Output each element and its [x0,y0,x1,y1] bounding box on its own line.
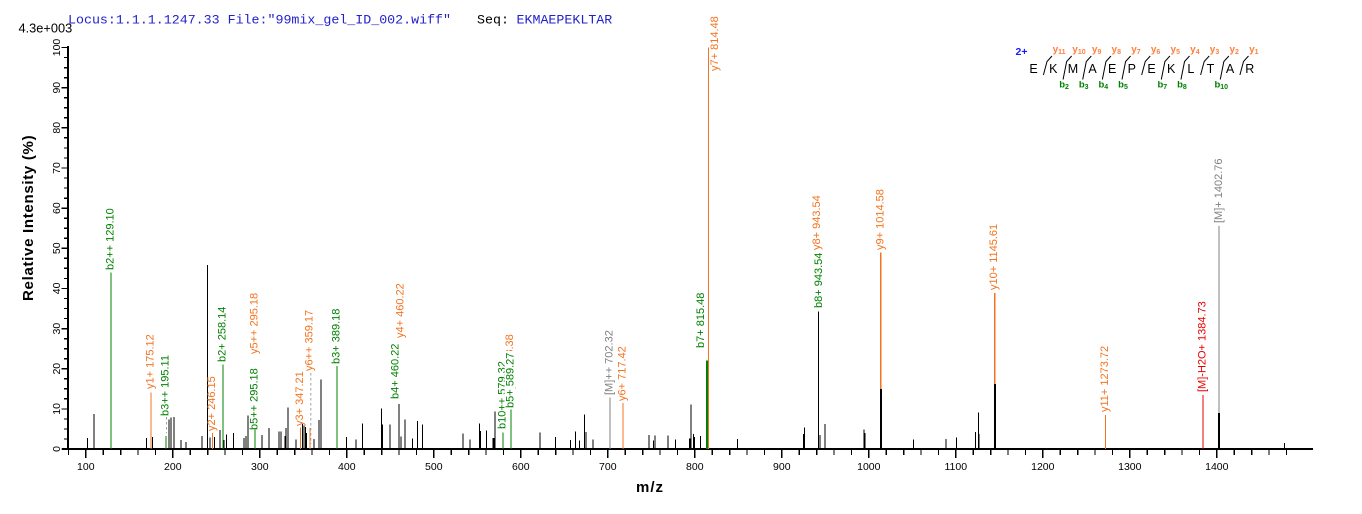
svg-text:y3: y3 [1210,45,1220,57]
svg-text:[M]++ 702.32: [M]++ 702.32 [603,330,615,395]
svg-text:y4+ 460.22: y4+ 460.22 [395,283,407,338]
svg-text:m/z: m/z [636,479,664,496]
svg-text:y8: y8 [1112,45,1122,57]
svg-text:1300: 1300 [1118,461,1142,473]
svg-text:700: 700 [599,461,617,473]
svg-text:y6: y6 [1151,45,1161,57]
svg-text:50: 50 [51,242,63,254]
svg-text:y6++ 359.17: y6++ 359.17 [303,310,315,371]
svg-text:500: 500 [425,461,443,473]
svg-text:300: 300 [251,461,269,473]
svg-text:b4+ 460.22: b4+ 460.22 [390,344,402,399]
svg-text:E: E [1029,62,1037,76]
svg-text:b5++ 295.18: b5++ 295.18 [248,368,260,430]
svg-text:y11+ 1273.72: y11+ 1273.72 [1099,346,1111,412]
svg-text:b7: b7 [1157,80,1167,92]
svg-text:b3: b3 [1079,80,1089,92]
svg-text:b10: b10 [1214,80,1228,92]
svg-text:100: 100 [51,39,63,57]
svg-text:b2++ 129.10: b2++ 129.10 [105,208,117,270]
svg-text:b2: b2 [1059,80,1069,92]
svg-text:y3+ 347.21: y3+ 347.21 [294,371,306,426]
svg-text:y9+ 1014.58: y9+ 1014.58 [874,189,886,250]
svg-text:0: 0 [51,446,63,452]
svg-text:y6+ 717.42: y6+ 717.42 [616,346,628,401]
svg-text:[M]-H2O+ 1384.73: [M]-H2O+ 1384.73 [1197,301,1209,392]
svg-text:1100: 1100 [945,461,968,473]
svg-text:b3+ 389.18: b3+ 389.18 [330,309,342,364]
svg-text:E: E [1108,62,1116,76]
svg-text:E: E [1147,62,1155,76]
svg-text:Relative Intensity (%): Relative Intensity (%) [20,135,37,301]
svg-text:400: 400 [338,461,356,473]
svg-text:[M]+ 1402.76: [M]+ 1402.76 [1213,158,1225,223]
svg-text:L: L [1187,62,1194,76]
svg-text:2+: 2+ [1016,46,1028,58]
svg-text:y4: y4 [1190,45,1200,57]
svg-text:90: 90 [51,82,63,94]
svg-text:y5: y5 [1171,45,1181,57]
svg-text:y7: y7 [1131,45,1141,57]
svg-text:800: 800 [686,461,704,473]
svg-text:y1: y1 [1249,45,1259,57]
svg-text:30: 30 [51,323,63,335]
svg-text:y2+ 246.15: y2+ 246.15 [206,376,218,431]
svg-text:b5+ 589.27: b5+ 589.27 [504,353,516,408]
svg-text:b8: b8 [1177,80,1187,92]
svg-text:1400: 1400 [1205,461,1229,473]
svg-text:b8+ 943.54: b8+ 943.54 [813,253,825,308]
svg-text:20: 20 [51,363,63,375]
svg-text:80: 80 [51,122,63,134]
svg-text:A: A [1226,62,1235,76]
svg-text:Seq:: Seq: [477,13,509,28]
svg-text:y2: y2 [1229,45,1239,57]
svg-text:y11: y11 [1053,45,1066,57]
svg-text:b7+ 815.48: b7+ 815.48 [695,293,707,348]
svg-text:EKMAEPEKLTAR: EKMAEPEKLTAR [517,13,613,28]
svg-text:R: R [1245,62,1254,76]
svg-text:100: 100 [77,461,95,473]
svg-text:y5++ 295.18: y5++ 295.18 [248,293,260,354]
svg-text:K: K [1167,62,1176,76]
svg-text:y8+ 943.54: y8+ 943.54 [811,195,823,250]
svg-text:b2+ 258.14: b2+ 258.14 [216,307,228,362]
svg-text:40: 40 [51,282,63,294]
svg-text:y10: y10 [1072,45,1085,57]
svg-text:1200: 1200 [1031,461,1055,473]
svg-text:200: 200 [164,461,182,473]
svg-text:P: P [1128,62,1136,76]
svg-text:A: A [1088,62,1097,76]
svg-text:600: 600 [512,461,530,473]
svg-text:900: 900 [773,461,791,473]
svg-text:b4: b4 [1098,80,1108,92]
svg-text:y10+ 1145.61: y10+ 1145.61 [988,224,1000,290]
svg-text:y1+ 175.12: y1+ 175.12 [145,334,157,389]
svg-text:y9: y9 [1092,45,1102,57]
svg-text:K: K [1049,62,1058,76]
svg-text:T: T [1207,62,1215,76]
svg-text:M: M [1068,62,1078,76]
svg-text:4.3e+003: 4.3e+003 [19,21,73,36]
svg-text:10: 10 [51,403,63,415]
svg-text:Locus:1.1.1.1247.33 File:"99mi: Locus:1.1.1.1247.33 File:"99mix_gel_ID_0… [68,13,451,28]
svg-text:b3++ 195.11: b3++ 195.11 [160,355,172,416]
svg-text:b5: b5 [1118,80,1128,92]
svg-text:60: 60 [51,202,63,214]
svg-text:70: 70 [51,162,63,174]
svg-text:1000: 1000 [857,461,881,473]
svg-text:y7+ 814.48: y7+ 814.48 [709,16,721,71]
